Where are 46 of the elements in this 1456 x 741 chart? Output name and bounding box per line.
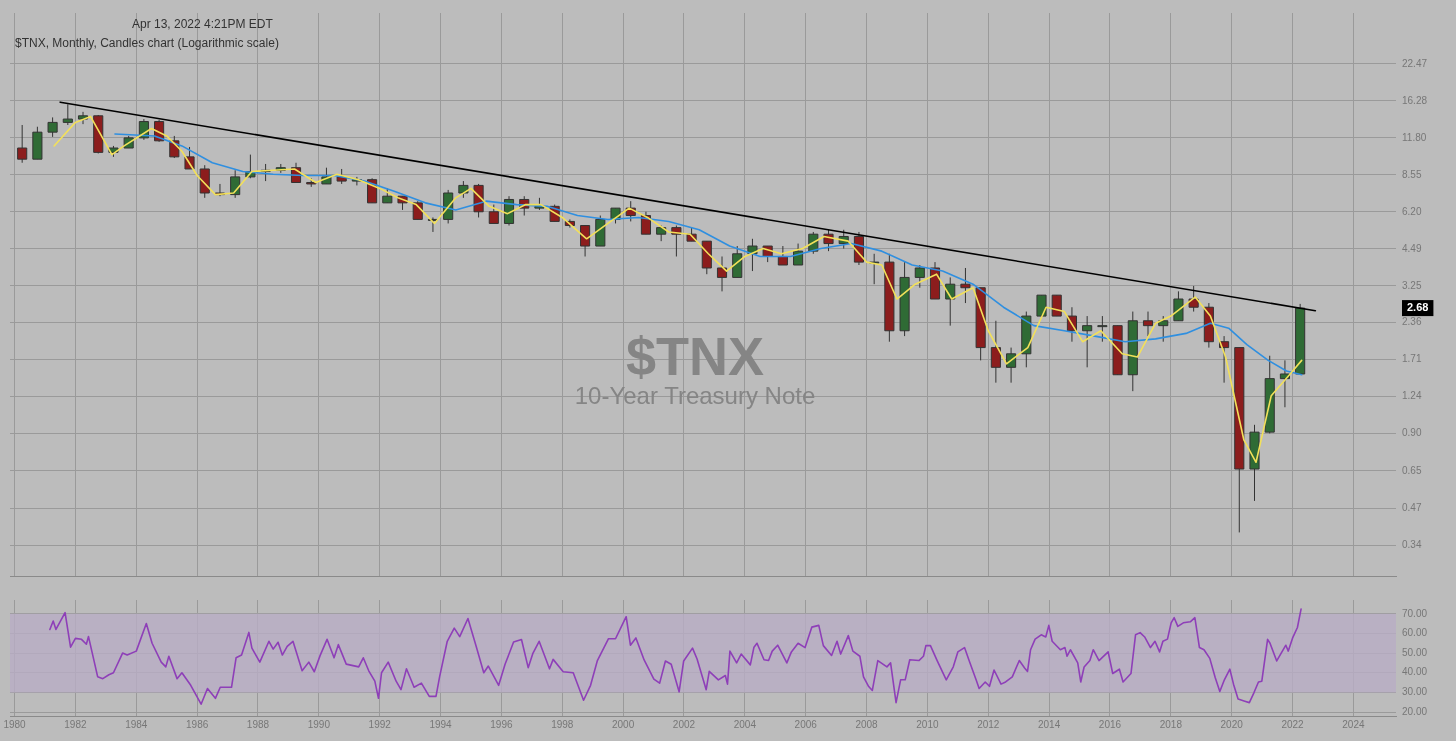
y-tick-label: 1.24 <box>1402 390 1422 402</box>
x-tick-label: 2014 <box>1037 718 1061 730</box>
x-tick-label: 2010 <box>916 718 939 730</box>
y-tick-label: 22.47 <box>1402 57 1428 69</box>
x-tick-label: 2020 <box>1220 718 1244 730</box>
x-tick-label: 1998 <box>551 718 574 730</box>
x-tick-label: 2012 <box>977 718 1000 730</box>
y-tick-label: 16.28 <box>1402 94 1428 106</box>
y-tick-label: 1.71 <box>1402 353 1422 365</box>
y-tick-label: 20.00 <box>1402 705 1428 717</box>
y-tick-label: 0.90 <box>1402 427 1422 439</box>
x-tick-label: 1982 <box>64 718 87 730</box>
y-tick-label: 40.00 <box>1402 666 1428 678</box>
y-tick-label: 6.20 <box>1402 205 1422 217</box>
x-tick-label: 1994 <box>429 718 453 730</box>
y-tick-label: 3.25 <box>1402 279 1422 291</box>
x-tick-label: 2016 <box>1098 718 1122 730</box>
x-tick-label: 2024 <box>1342 718 1365 730</box>
x-tick-label: 2022 <box>1281 718 1305 730</box>
y-tick-label: 4.49 <box>1402 242 1422 254</box>
y-tick-label: 2.36 <box>1402 316 1422 328</box>
text: 2.68 <box>1407 301 1429 314</box>
y-tick-label: 70.00 <box>1402 607 1428 619</box>
x-tick-label: 1988 <box>246 718 270 730</box>
x-tick-label: 2002 <box>672 718 696 730</box>
x-tick-label: 1996 <box>490 718 513 730</box>
x-tick-label: 1980 <box>3 718 27 730</box>
y-tick-label: 50.00 <box>1402 646 1428 658</box>
x-tick-label: 1986 <box>186 718 209 730</box>
text: $TNX, Monthly, Candles chart (Logarithmic scale) <box>15 36 279 50</box>
x-tick-label: 1990 <box>307 718 331 730</box>
x-tick-label: 2006 <box>794 718 818 730</box>
x-tick-label: 1992 <box>368 718 392 730</box>
annotation: Apr 13, 2022 4:21PM EDT <box>132 17 274 31</box>
y-tick-label: 0.65 <box>1402 464 1422 476</box>
y-tick-label: 30.00 <box>1402 686 1428 698</box>
x-tick-label: 2018 <box>1159 718 1183 730</box>
y-tick-label: 0.34 <box>1402 538 1422 550</box>
y-tick-label: 60.00 <box>1402 627 1428 639</box>
y-tick-label: 11.80 <box>1402 131 1427 143</box>
y-tick-label: 8.55 <box>1402 168 1422 180</box>
x-tick-label: 2000 <box>612 718 635 730</box>
y-tick-label: 0.47 <box>1402 501 1422 513</box>
x-tick-label: 1984 <box>125 718 148 730</box>
x-tick-label: 2004 <box>733 718 757 730</box>
x-tick-label: 2008 <box>855 718 879 730</box>
